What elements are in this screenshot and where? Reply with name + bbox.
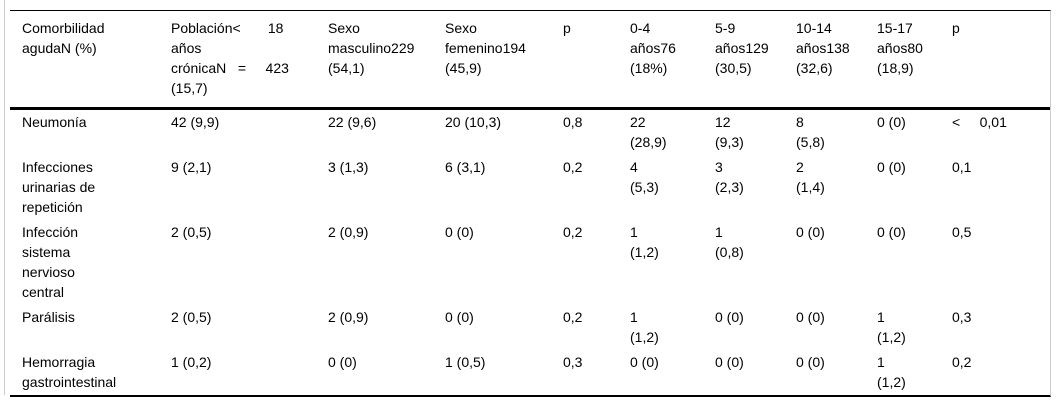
column-header-age-10-14: 10-14 años138 (32,6) xyxy=(796,11,877,110)
left-border-rule xyxy=(4,0,5,395)
table-row: Parálisis 2 (0,5) 2 (0,9) 0 (0) 0,2 1 (1… xyxy=(10,305,1050,350)
table-cell: 0 (0) xyxy=(328,354,357,370)
header-row: Comorbilidad agudaN (%) Población< 18 añ… xyxy=(10,11,1050,110)
table-cell: 22 (9,6) xyxy=(328,114,377,130)
table-row: Infección sistema nervioso central 2 (0,… xyxy=(10,220,1050,305)
table-cell: 6 (3,1) xyxy=(445,159,486,175)
table-cell: 0,8 xyxy=(563,114,583,130)
table-cell: 0,5 xyxy=(952,224,972,240)
table-cell: 2 (0,9) xyxy=(328,224,369,240)
table-cell: 20 (10,3) xyxy=(445,114,502,130)
table-cell: 1 (1,2) xyxy=(877,354,906,390)
table-cell: 42 (9,9) xyxy=(171,114,220,130)
comorbidity-table: Comorbilidad agudaN (%) Población< 18 añ… xyxy=(10,11,1050,395)
table-cell: Neumonía xyxy=(22,114,87,130)
table-cell: 8 (5,8) xyxy=(796,114,825,150)
table-cell: 0 (0) xyxy=(877,224,906,240)
table-cell: < 0,01 xyxy=(952,114,1007,130)
column-header-male: Sexo masculino229 (54,1) xyxy=(328,11,445,110)
table-row: Hemorragia gastrointestinal 1 (0,2) 0 (0… xyxy=(10,350,1050,395)
table-cell: 2 (0,5) xyxy=(171,309,212,325)
table-row: Neumonía 42 (9,9) 22 (9,6) 20 (10,3) 0,8… xyxy=(10,109,1050,156)
table-cell: 2 (0,5) xyxy=(171,224,212,240)
table-row: Infecciones urinarias de repetición 9 (2… xyxy=(10,155,1050,220)
table-cell: 0 (0) xyxy=(796,309,825,325)
table-cell: 1 (0,2) xyxy=(171,354,212,370)
table-cell: 0 (0) xyxy=(796,224,825,240)
table-cell: 0 (0) xyxy=(715,354,744,370)
comorbidity-table-frame: Comorbilidad agudaN (%) Población< 18 añ… xyxy=(10,10,1051,397)
table-cell: 4 (5,3) xyxy=(630,159,659,195)
column-header-age-0-4: 0-4 años76 (18%) xyxy=(630,11,715,110)
table-cell: 1 (1,2) xyxy=(877,309,906,345)
table-cell: 0 (0) xyxy=(877,114,906,130)
table-cell: 1 (1,2) xyxy=(630,309,659,345)
table-cell: 0 (0) xyxy=(877,159,906,175)
table-cell: 0 (0) xyxy=(630,354,659,370)
table-cell: 2 (1,4) xyxy=(796,159,825,195)
table-cell: 1 (0,8) xyxy=(715,224,744,260)
table-cell: 0,3 xyxy=(952,309,972,325)
column-header-age-5-9: 5-9 años129 (30,5) xyxy=(715,11,796,110)
column-header-population: Población< 18 años crónicaN = 423 (15,7) xyxy=(171,11,328,110)
table-cell: 2 (0,9) xyxy=(328,309,369,325)
column-header-female: Sexo femenino194 (45,9) xyxy=(445,11,563,110)
column-header-p-age: p xyxy=(952,11,1050,110)
table-cell: Infección sistema nervioso central xyxy=(22,224,79,300)
table-cell: 0,3 xyxy=(563,354,583,370)
table-cell: 1 (0,5) xyxy=(445,354,486,370)
table-cell: Infecciones urinarias de repetición xyxy=(22,159,96,215)
column-header-comorbidity: Comorbilidad agudaN (%) xyxy=(10,11,171,110)
table-cell: 0,2 xyxy=(563,159,583,175)
table-cell: 0,1 xyxy=(952,159,972,175)
table-cell: 0 (0) xyxy=(796,354,825,370)
table-cell: 0,2 xyxy=(563,309,583,325)
table-cell: 3 (2,3) xyxy=(715,159,744,195)
column-header-p-sex: p xyxy=(563,11,630,110)
table-cell: 0,2 xyxy=(952,354,972,370)
table-cell: 0 (0) xyxy=(715,309,744,325)
table-cell: 9 (2,1) xyxy=(171,159,212,175)
table-cell: 0 (0) xyxy=(445,224,474,240)
table-cell: Hemorragia gastrointestinal xyxy=(22,354,117,390)
table-cell: 1 (1,2) xyxy=(630,224,659,260)
table-cell: Parálisis xyxy=(22,309,75,325)
column-header-age-15-17: 15-17 años80 (18,9) xyxy=(877,11,952,110)
table-cell: 12 (9,3) xyxy=(715,114,744,150)
table-cell: 3 (1,3) xyxy=(328,159,369,175)
table-cell: 22 (28,9) xyxy=(630,114,667,150)
table-cell: 0,2 xyxy=(563,224,583,240)
table-cell: 0 (0) xyxy=(445,309,474,325)
